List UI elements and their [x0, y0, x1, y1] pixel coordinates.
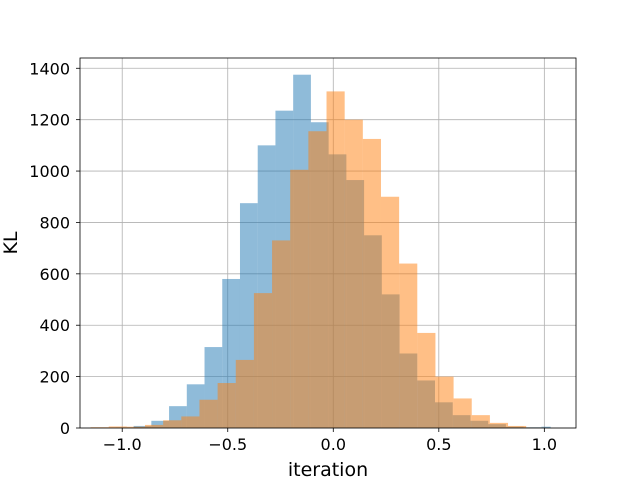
- histogram-bar-series-2: [217, 383, 236, 428]
- histogram-bar-series-2: [344, 119, 363, 429]
- histogram-bar-series-2: [126, 426, 146, 428]
- ticks: −1.0 −0.5 0.0 0.5 1.0 0 200 400 600 800 1000 1200 14…: [29, 59, 557, 454]
- x-tick-label: 0.5: [426, 435, 451, 454]
- histogram-bar-series-2: [272, 240, 291, 428]
- y-tick-label: 400: [39, 316, 70, 335]
- x-tick-label: −1.0: [103, 435, 142, 454]
- x-tick-label: 0.0: [321, 435, 346, 454]
- x-tick-label: −0.5: [208, 435, 247, 454]
- y-tick-label: 1400: [29, 59, 70, 78]
- histogram-bar-series-2: [508, 425, 527, 428]
- histogram-bar-series-2: [163, 420, 182, 428]
- plot-frame: [79, 57, 577, 429]
- histogram-bar-series-2: [399, 263, 418, 428]
- histogram-bar-series-2: [417, 332, 436, 428]
- histogram-bar-series-2: [108, 426, 127, 428]
- histogram-bar-series-2: [362, 138, 381, 428]
- histogram-bar-series-1: [151, 420, 170, 428]
- y-tick-label: 800: [39, 213, 70, 232]
- y-tick-label: 0: [60, 419, 70, 438]
- histogram-bar-series-2: [380, 196, 400, 428]
- histogram-bar-series-2: [199, 399, 218, 428]
- histogram-bar-series-1: [541, 426, 551, 428]
- x-tick-label: 1.0: [532, 435, 557, 454]
- y-tick-label: 1200: [29, 111, 70, 130]
- histogram-bar-series-2: [181, 416, 200, 428]
- y-axis-title: KL: [0, 231, 22, 254]
- x-axis-title: iteration: [288, 459, 368, 480]
- y-tick-label: 600: [39, 265, 70, 284]
- y-tick-label: 200: [39, 368, 70, 387]
- histogram-bar-series-2: [435, 376, 454, 428]
- histogram-bar-series-2: [471, 415, 490, 428]
- histogram-bar-series-2: [145, 424, 164, 428]
- y-tick-label: 1000: [29, 162, 70, 181]
- histogram-bar-series-2: [253, 293, 273, 428]
- bars: [90, 74, 551, 429]
- histogram-bar-series-2: [326, 91, 345, 429]
- histogram-bar-series-2: [453, 398, 472, 428]
- histogram-bar-series-2: [290, 169, 309, 429]
- histogram-bar-series-2: [235, 359, 254, 428]
- histogram-bar-series-2: [308, 131, 327, 428]
- histogram-bar-series-2: [489, 422, 509, 428]
